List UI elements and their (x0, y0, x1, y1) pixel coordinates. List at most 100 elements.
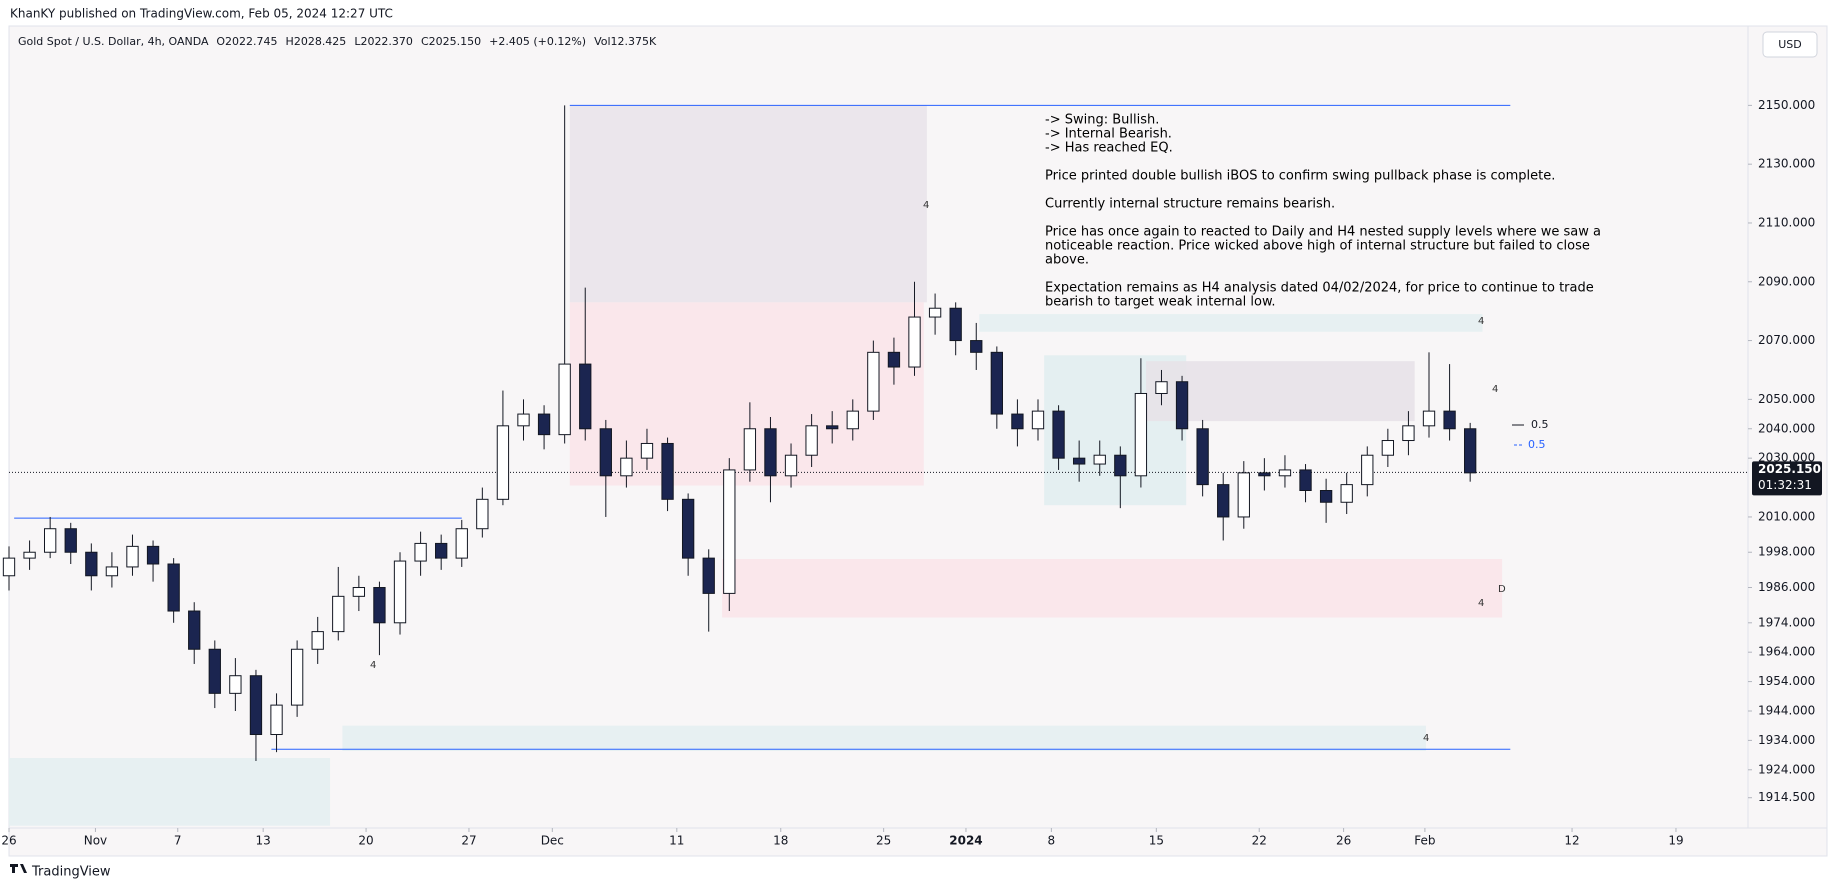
y-tick-label: 2050.000 (1758, 392, 1815, 406)
candle-body (208, 648, 221, 694)
zone (722, 559, 1503, 618)
candle-body (1258, 472, 1271, 477)
candle-body (1361, 454, 1374, 486)
x-tick-label: 27 (461, 834, 476, 848)
zone (1146, 361, 1415, 422)
candle-body (249, 675, 263, 736)
x-tick-label: 2024 (949, 834, 982, 848)
y-tick-label: 1964.000 (1758, 645, 1815, 659)
candle-body (826, 425, 839, 430)
y-tick-label: 1944.000 (1758, 703, 1815, 717)
candle-body (846, 410, 859, 430)
ohlc-value: +2.405 (+0.12%) (489, 35, 586, 48)
y-tick-label: 1974.000 (1758, 615, 1815, 629)
zone (342, 725, 1426, 751)
zone-label: 4 (370, 660, 376, 671)
zone (569, 105, 927, 303)
zone-label: 4 (1478, 598, 1484, 609)
zone (9, 758, 331, 826)
zone-label: 4 (1492, 384, 1498, 395)
candle-body (1278, 469, 1292, 477)
currency-button[interactable] (1762, 31, 1818, 58)
plot: Gold Spot / U.S. Dollar, 4h, OANDA O2022.… (1, 35, 1822, 848)
candle-body (352, 587, 366, 597)
candle-body (1052, 410, 1065, 459)
candle-body (928, 307, 942, 318)
x-tick-label: Feb (1414, 834, 1435, 848)
ohlc-value: Vol12.375K (594, 35, 657, 48)
note-line: Expectation remains as H4 analysis dated… (1045, 281, 1594, 296)
y-tick-label: 2070.000 (1758, 333, 1815, 347)
candle-body (64, 528, 77, 553)
candle-body (1217, 484, 1230, 518)
candle-body (640, 442, 654, 459)
candle-body (990, 351, 1003, 415)
ohlc-value: C2025.150 (421, 35, 481, 48)
x-tick-label: Dec (541, 834, 564, 848)
x-tick-label: 26 (1336, 834, 1351, 848)
fib-label: 0.5 (1528, 438, 1546, 451)
zone-label: 4 (1423, 733, 1429, 744)
y-tick-label: 1924.000 (1758, 762, 1815, 776)
candle-body (867, 351, 880, 412)
y-tick-label: 2040.000 (1758, 421, 1815, 435)
x-tick-label: 12 (1564, 834, 1579, 848)
candle-body (681, 498, 695, 559)
note-line: Currently internal structure remains bea… (1045, 197, 1335, 212)
candle-body (270, 704, 283, 736)
symbol-title: Gold Spot / U.S. Dollar, 4h, OANDA (18, 35, 209, 48)
candle-body (805, 425, 818, 456)
candle-body (949, 307, 962, 342)
fib-label: 0.5 (1531, 418, 1549, 431)
x-tick-label: 25 (876, 834, 891, 848)
candle-body (1155, 381, 1168, 394)
note-line: -> Internal Bearish. (1045, 127, 1172, 142)
candle-body (1175, 381, 1189, 430)
candle-body (167, 563, 180, 612)
ohlc-legend: Gold Spot / U.S. Dollar, 4h, OANDA O2022.… (18, 35, 657, 48)
currency-label[interactable]: USD (1778, 38, 1802, 51)
y-tick-label: 1914.500 (1758, 790, 1815, 804)
last-price-box (1752, 461, 1822, 496)
x-tick-label: 7 (174, 834, 182, 848)
zone-label: 4 (1478, 316, 1484, 327)
y-tick-label: 1998.000 (1758, 545, 1815, 559)
candle-body (702, 557, 715, 594)
note-line: bearish to target weak internal low. (1045, 295, 1276, 310)
candle-body (620, 457, 633, 477)
note-line: -> Swing: Bullish. (1045, 113, 1159, 128)
candle-body (126, 545, 139, 568)
x-tick-label: 15 (1149, 834, 1164, 848)
candle-body (332, 595, 345, 633)
candle-body (2, 557, 16, 577)
x-tick-label: 13 (256, 834, 271, 848)
candle-body (599, 428, 612, 477)
candle-body (85, 551, 98, 577)
ohlc-value: O2022.745 (216, 35, 277, 48)
candle-body (784, 454, 798, 477)
candle-body (1134, 392, 1148, 477)
y-tick-label: 1954.000 (1758, 674, 1815, 688)
candle-body (579, 363, 592, 430)
candle-body (373, 587, 386, 624)
publish-info: KhanKY published on TradingView.com, Feb… (10, 7, 393, 21)
footer-brand: TradingView (31, 865, 111, 880)
zone-label: D (1498, 584, 1506, 595)
candle-body (1196, 428, 1209, 486)
candle-body (1237, 472, 1250, 518)
candle-body (476, 498, 489, 530)
note-line: above. (1045, 253, 1089, 268)
x-tick-label: 18 (773, 834, 788, 848)
candle-body (908, 316, 921, 368)
candle-body (146, 545, 160, 565)
last-price-label: 2025.150 (1758, 462, 1821, 476)
candle-body (1031, 410, 1045, 430)
candle-body (23, 551, 36, 559)
candle-body (105, 566, 119, 577)
candle-body (311, 631, 324, 650)
candle-body (764, 428, 777, 477)
candle-body (537, 413, 551, 436)
y-tick-label: 2150.000 (1758, 98, 1815, 112)
candle-body (414, 542, 427, 562)
candle-body (455, 528, 468, 559)
